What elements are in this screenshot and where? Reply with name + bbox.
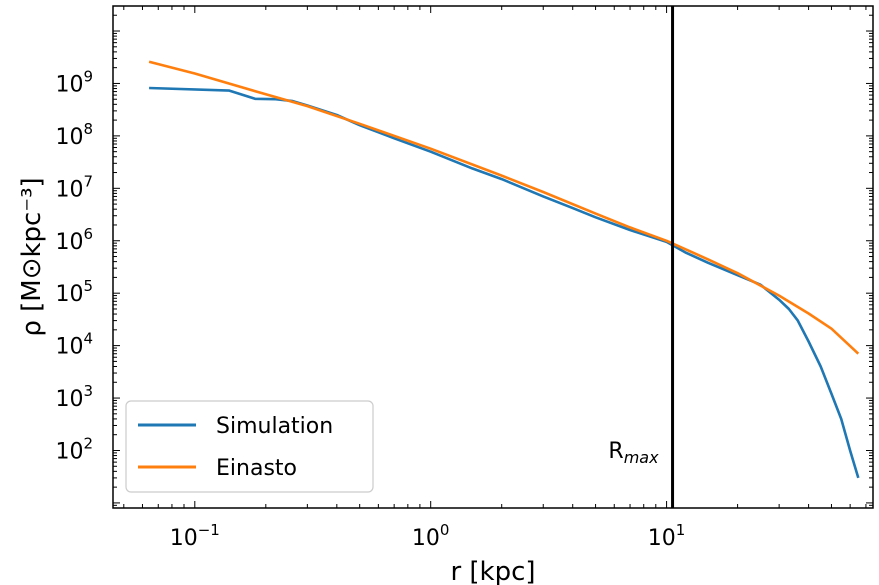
legend-label: Einasto <box>216 456 297 481</box>
y-tick-label: 109 <box>55 67 93 97</box>
legend-label: Simulation <box>216 414 333 439</box>
x-tick-label: 100 <box>412 521 450 551</box>
rmax-annotation: Rmax <box>608 439 659 467</box>
x-axis-label: r [kpc] <box>450 557 535 585</box>
y-tick-label: 105 <box>55 277 93 307</box>
x-tick-label: 10−1 <box>170 521 220 551</box>
y-tick-label: 102 <box>55 434 93 464</box>
y-axis-label: ρ [M⊙kpc⁻³] <box>17 177 47 336</box>
y-tick-label: 103 <box>55 382 93 412</box>
y-tick-label: 104 <box>55 330 93 360</box>
y-tick-label: 107 <box>55 172 93 202</box>
labels-layer: 10−1 100 101 102 103 104 105 106 107 108 109 Rmax r … <box>17 67 685 585</box>
y-tick-label: 106 <box>55 225 93 255</box>
y-tick-label: 108 <box>55 120 93 150</box>
plot-frame-layer <box>112 5 874 509</box>
series-layer <box>148 6 860 508</box>
plot-frame <box>112 5 874 509</box>
x-tick-label: 101 <box>648 521 686 551</box>
legend: Simulation Einasto <box>125 400 374 493</box>
series-line-einasto <box>148 60 860 355</box>
